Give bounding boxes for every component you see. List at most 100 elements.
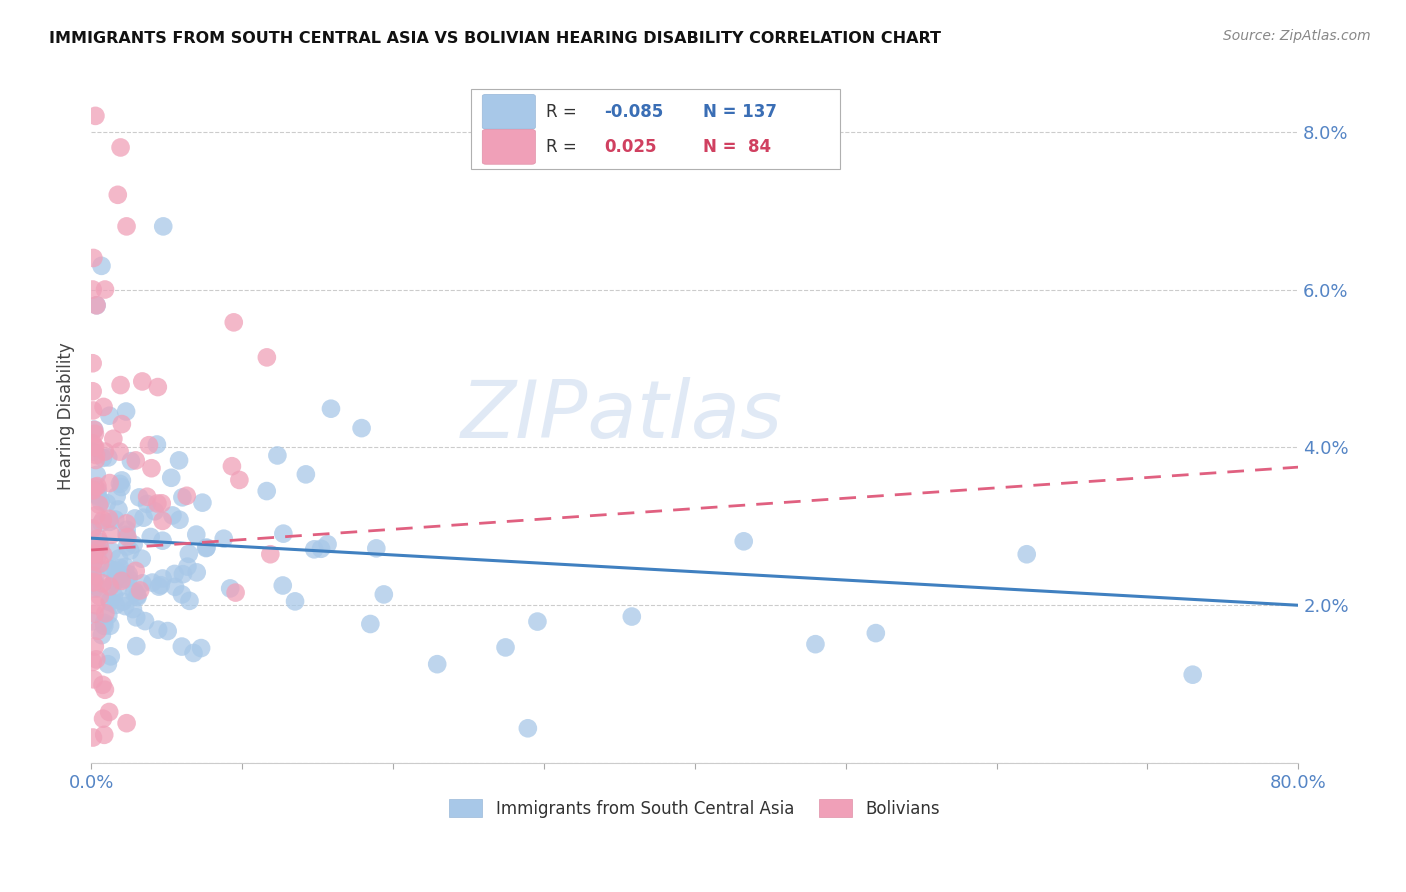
- Point: [110, 480, 132, 494]
- Point: [98, 580, 121, 594]
- Point: [865, 626, 887, 640]
- Point: [128, 491, 150, 505]
- Point: [86, 467, 108, 482]
- Point: [83, 426, 105, 441]
- Point: [110, 378, 132, 392]
- Point: [125, 564, 148, 578]
- Point: [104, 512, 127, 526]
- Point: [87, 582, 110, 596]
- Point: [284, 594, 307, 608]
- Y-axis label: Hearing Disability: Hearing Disability: [58, 342, 75, 490]
- Point: [146, 496, 169, 510]
- Point: [107, 187, 129, 202]
- Point: [82, 575, 104, 590]
- Point: [98, 705, 121, 719]
- Point: [366, 541, 388, 556]
- Point: [302, 542, 325, 557]
- Point: [84, 578, 107, 592]
- Legend: Immigrants from South Central Asia, Bolivians: Immigrants from South Central Asia, Boli…: [443, 793, 948, 824]
- Point: [172, 567, 194, 582]
- Point: [98, 515, 121, 529]
- Text: ZIPatlas: ZIPatlas: [461, 376, 783, 455]
- Point: [136, 490, 159, 504]
- Point: [163, 566, 186, 581]
- Point: [152, 219, 174, 234]
- Point: [83, 423, 105, 437]
- Point: [84, 440, 107, 454]
- Point: [86, 298, 108, 312]
- Point: [98, 595, 121, 609]
- Point: [191, 496, 214, 510]
- Point: [117, 530, 139, 544]
- Point: [84, 598, 107, 612]
- Point: [87, 489, 110, 503]
- Point: [141, 575, 163, 590]
- Point: [110, 140, 132, 154]
- Point: [94, 283, 117, 297]
- Point: [266, 449, 288, 463]
- Point: [108, 551, 131, 566]
- Point: [82, 615, 104, 629]
- Point: [108, 444, 131, 458]
- Point: [86, 549, 108, 564]
- Point: [97, 450, 120, 465]
- Point: [84, 453, 107, 467]
- Point: [98, 593, 121, 607]
- Point: [82, 436, 104, 450]
- Point: [84, 538, 107, 552]
- Point: [152, 572, 174, 586]
- Point: [86, 508, 108, 523]
- Point: [100, 528, 122, 542]
- Point: [179, 594, 201, 608]
- Point: [620, 609, 643, 624]
- Point: [82, 483, 104, 497]
- Point: [359, 617, 381, 632]
- Point: [138, 438, 160, 452]
- Point: [84, 546, 107, 560]
- Text: 0.025: 0.025: [605, 138, 657, 156]
- Point: [82, 655, 104, 669]
- Text: N = 137: N = 137: [703, 103, 778, 120]
- Point: [373, 587, 395, 601]
- Text: N =  84: N = 84: [703, 138, 772, 156]
- Point: [170, 587, 193, 601]
- Point: [115, 516, 138, 531]
- Point: [156, 624, 179, 638]
- Point: [195, 541, 218, 555]
- Point: [146, 437, 169, 451]
- Point: [98, 512, 121, 526]
- Point: [84, 652, 107, 666]
- Text: -0.085: -0.085: [605, 103, 664, 120]
- Point: [120, 543, 142, 558]
- Point: [225, 585, 247, 599]
- Point: [86, 298, 108, 312]
- Point: [256, 351, 278, 365]
- Point: [309, 541, 332, 556]
- Point: [495, 640, 517, 655]
- Point: [141, 461, 163, 475]
- Point: [316, 537, 339, 551]
- Point: [110, 574, 132, 588]
- Point: [100, 544, 122, 558]
- Point: [104, 598, 127, 612]
- Point: [115, 219, 138, 234]
- Point: [149, 578, 172, 592]
- Point: [111, 417, 134, 431]
- Point: [94, 444, 117, 458]
- Point: [127, 589, 149, 603]
- Point: [148, 580, 170, 594]
- Point: [83, 673, 105, 687]
- Point: [122, 537, 145, 551]
- Point: [132, 510, 155, 524]
- Point: [103, 574, 125, 588]
- Point: [804, 637, 827, 651]
- Point: [131, 576, 153, 591]
- FancyBboxPatch shape: [482, 129, 536, 164]
- Point: [91, 450, 114, 465]
- Point: [125, 639, 148, 653]
- Point: [219, 582, 242, 596]
- Point: [114, 599, 136, 613]
- FancyBboxPatch shape: [482, 95, 536, 129]
- Point: [90, 494, 112, 508]
- Point: [1015, 547, 1038, 561]
